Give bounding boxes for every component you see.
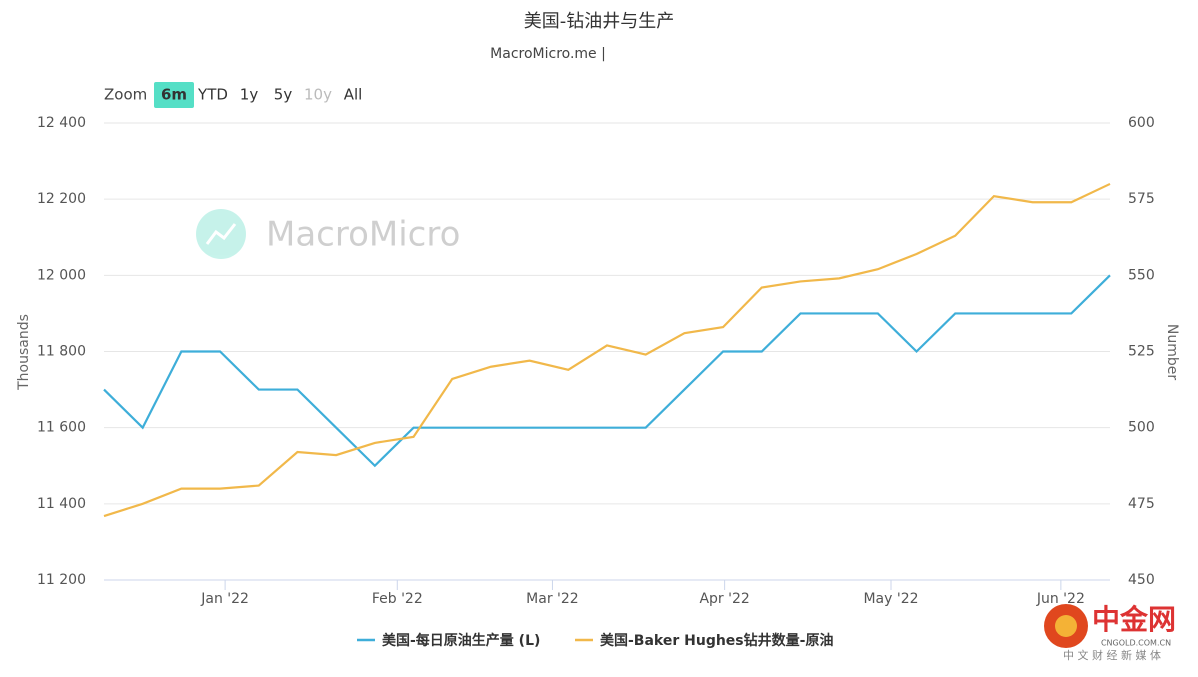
x-tick-label: Feb '22 — [372, 591, 423, 607]
watermark-icon-line — [205, 223, 237, 245]
y2-tick-label: 575 — [1128, 191, 1155, 207]
legend-label[interactable]: 美国-Baker Hughes钻井数量-原油 — [600, 632, 833, 649]
y2-axis-title: Number — [1164, 324, 1180, 380]
x-tick-label: May '22 — [863, 591, 918, 607]
series-line — [103, 274, 1111, 468]
zoom-label: Zoom — [104, 86, 147, 104]
y-tick-label: 12 400 — [37, 115, 86, 131]
watermark: MacroMicro — [196, 209, 460, 259]
logo-domain: CNGOLD.COM.CN — [1101, 639, 1171, 648]
logo: 中金网 CNGOLD.COM.CN 中 文 财 经 新 媒 体 — [1044, 603, 1176, 662]
zoom-button[interactable]: All — [344, 86, 363, 104]
y-tick-label: 11 400 — [37, 496, 86, 512]
y2-tick-label: 475 — [1128, 496, 1155, 512]
zoom-button[interactable]: 5y — [274, 86, 293, 104]
y2-tick-label: 550 — [1128, 267, 1155, 283]
chart-subtitle: MacroMicro.me | — [490, 46, 606, 62]
logo-name: 中金网 — [1092, 603, 1176, 636]
y-axis-title: Thousands — [16, 314, 32, 391]
legend-label[interactable]: 美国-每日原油生产量 (L) — [382, 632, 540, 649]
x-tick-label: Jun '22 — [1036, 591, 1085, 607]
zoom-button-bg — [154, 82, 194, 108]
y-tick-label: 11 200 — [37, 572, 86, 588]
y-tick-label: 12 000 — [37, 267, 86, 283]
y-tick-label: 11 800 — [37, 344, 86, 360]
x-tick-label: Mar '22 — [526, 591, 579, 607]
watermark-text: MacroMicro — [266, 215, 460, 255]
series-line — [103, 182, 1111, 518]
x-tick-label: Jan '22 — [200, 591, 249, 607]
y-tick-label: 11 600 — [37, 420, 86, 436]
y2-tick-label: 500 — [1128, 420, 1155, 436]
y2-tick-label: 525 — [1128, 344, 1155, 360]
x-tick-label: Apr '22 — [699, 591, 749, 607]
y2-tick-label: 600 — [1128, 115, 1155, 131]
logo-tagline: 中 文 财 经 新 媒 体 — [1063, 648, 1161, 662]
logo-icon-inner — [1055, 615, 1077, 637]
zoom-button[interactable]: 1y — [240, 86, 259, 104]
chart-title: 美国-钻油井与生产 — [524, 11, 675, 32]
y2-tick-label: 450 — [1128, 572, 1155, 588]
y-tick-label: 12 200 — [37, 191, 86, 207]
watermark-icon — [196, 209, 246, 259]
zoom-button[interactable]: 6m — [161, 86, 187, 104]
zoom-button: 10y — [304, 86, 332, 104]
zoom-button[interactable]: YTD — [197, 86, 228, 104]
